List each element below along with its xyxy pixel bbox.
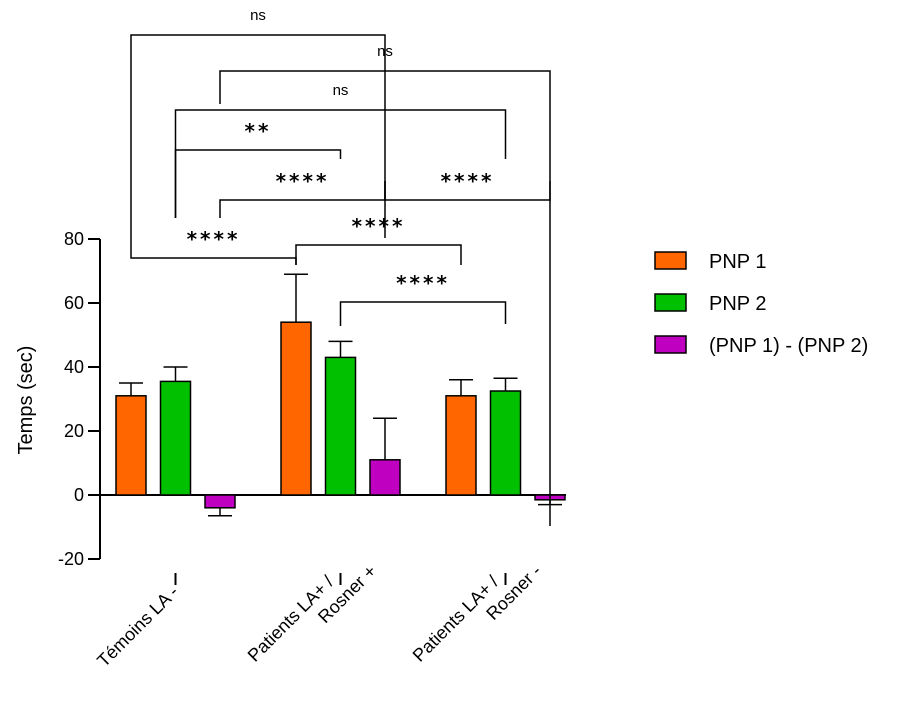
significance-label: ns: [333, 82, 349, 99]
y-tick-label: 0: [74, 485, 84, 505]
x-tick-label: Patients LA+ /Rosner -: [409, 545, 546, 682]
y-axis-title: Temps (sec): [15, 346, 37, 455]
legend-label: (PNP 1) - (PNP 2): [709, 335, 868, 357]
bar: [369, 459, 401, 496]
bar: [115, 395, 147, 496]
significance-label: ****: [396, 271, 450, 295]
significance-bracket: [174, 109, 507, 218]
significance-label: ns: [377, 43, 393, 60]
significance-bracket: [384, 181, 551, 201]
y-tick-label: 20: [64, 421, 84, 441]
significance-label: ****: [276, 169, 330, 193]
significance-bracket: [174, 149, 342, 218]
significance-bracket: [219, 70, 551, 526]
significance-label: ****: [352, 214, 406, 238]
bar: [445, 395, 477, 496]
y-tick-label: 40: [64, 357, 84, 377]
x-tick-label: Patients LA+ /Rosner +: [244, 545, 381, 682]
y-tick-label: -20: [58, 549, 84, 569]
bar: [159, 380, 192, 496]
significance-label: ns: [250, 7, 266, 24]
significance-label: **: [245, 119, 272, 143]
legend-swatch: [654, 251, 687, 270]
bar: [489, 390, 522, 496]
legend-swatch: [654, 293, 687, 312]
x-tick-label: Témoins LA -: [93, 582, 182, 671]
significance-bracket: [130, 34, 386, 238]
significance-bracket: [339, 301, 507, 326]
significance-label: ****: [441, 169, 495, 193]
significance-bracket: [295, 244, 462, 265]
bar: [324, 356, 357, 496]
significance-label: ****: [187, 227, 241, 251]
bar: [280, 321, 312, 496]
bar: [204, 494, 236, 509]
y-tick-label: 80: [64, 229, 84, 249]
legend-label: PNP 1: [709, 251, 766, 273]
legend-swatch: [654, 335, 687, 354]
legend: PNP 1 PNP 2 (PNP 1) - (PNP 2): [654, 251, 868, 357]
legend-label: PNP 2: [709, 293, 766, 315]
y-tick-label: 60: [64, 293, 84, 313]
